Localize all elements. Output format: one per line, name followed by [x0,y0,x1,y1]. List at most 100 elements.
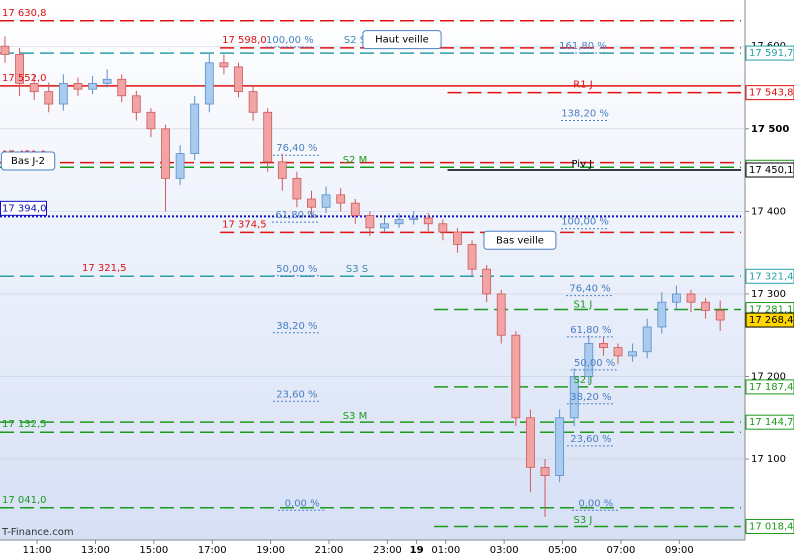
annotation-box [0,151,56,171]
level-tag: 17 543,8 [749,88,794,99]
annotation: S3 J [574,515,593,526]
candle-body [511,334,521,419]
x-tick-label: 19:00 [256,545,285,556]
level-tag: 17 281,1 [749,305,794,316]
candle-body [671,293,681,303]
annotation: R1 J [573,80,592,91]
annotation: 50,00 % [276,264,317,275]
candle-body [467,244,477,270]
level-tag-box [745,45,794,61]
x-tick-label: 09:00 [665,545,694,556]
candle-body [146,111,156,130]
candle-body [599,343,608,349]
level-tag: 17 598,0 [222,35,267,46]
level-tag-box [745,85,794,101]
candle-body [248,91,258,113]
annotation: 61,80 % [570,325,611,336]
last-price: 17 268,4 [749,315,794,326]
candle-body [44,91,54,105]
candle-body [365,215,375,229]
candle-body [234,66,243,93]
candle-body [482,268,492,295]
annotation: S3 M [343,411,368,422]
candle-body [88,82,97,90]
y-tick-label: 17 400 [751,206,786,217]
x-tick-label: 11:00 [23,545,52,556]
annotation: 76,40 % [569,284,610,295]
candle-body [263,111,273,163]
annotation: 138,20 % [561,109,609,120]
x-tick-label: 07:00 [607,545,636,556]
level-tag: 17 321,4 [749,271,794,282]
candle-body [204,62,214,105]
annotation: S2 M [343,155,368,166]
y-tick-label: 17 500 [751,124,789,135]
candle-body [292,177,302,200]
candle-body [642,326,652,353]
level-tag: 17 591,7 [749,48,794,59]
annotation: 0,00 % [578,498,613,509]
annotation: S2 S [344,35,366,46]
candle-body [15,54,24,84]
annotation: 161,80 % [559,41,607,52]
candle-body [29,82,39,93]
candle-body [657,301,667,328]
annotation: 23,60 % [570,434,611,445]
candle-body [715,310,725,321]
x-tick-label: 19 [410,545,424,556]
level-tag-box [745,518,794,534]
candle-body [0,45,10,55]
x-tick-label: 13:00 [81,545,110,556]
annotation: S2 J [574,375,593,386]
candle-body [453,231,462,245]
level-tag: 17 144,7 [749,417,794,428]
candle-body [701,301,710,311]
candle-body [131,95,141,113]
candle-body [117,78,127,97]
candle-body [58,82,68,105]
level-tag-box [745,162,794,178]
annotation: 61,80 % [275,210,316,221]
annotation: 100,00 % [266,35,314,46]
candle-body [161,128,170,179]
annotation: S1 J [574,299,593,310]
level-tag: 17 630,8 [2,8,47,19]
y-tick-label: 17 200 [751,372,786,383]
annotation: Piv J [571,159,592,170]
level-tag: 17 552,0 [2,73,47,84]
candle-body [321,194,331,208]
candle-body [686,293,696,303]
annotation: 76,40 % [276,143,317,154]
annotation: 100,00 % [561,217,609,228]
candle-body [219,62,229,68]
level-tag: 17 041,0 [2,495,47,506]
level-tag: 17 187,4 [749,382,794,393]
level-tag-box [0,200,47,216]
x-tick-label: 01:00 [431,545,460,556]
annotation: Haut veille [375,35,429,46]
level-tag-box [745,414,794,430]
last-price-box [745,312,794,328]
candle-body [584,343,594,377]
level-tag: 17 394,0 [2,203,47,214]
candle-body [628,351,638,357]
candle-body [569,376,579,419]
annotation: Bas J-2 [11,156,45,167]
candles-layer [0,36,725,517]
x-tick-label: 05:00 [548,545,577,556]
candle-body [496,293,506,336]
candle-body [175,153,185,179]
x-tick-label: 03:00 [490,545,519,556]
annotation: 23,60 % [276,389,317,400]
y-tick-label: 17 300 [751,289,786,300]
level-tag: 17 374,5 [222,219,267,230]
candle-body [438,223,448,233]
annotation-box [362,30,442,50]
level-tag-box [745,268,794,284]
candle-body [190,103,200,154]
annotation-box [483,230,557,250]
level-tag: 17 321,5 [82,263,127,274]
annotation: Bas veille [496,235,544,246]
